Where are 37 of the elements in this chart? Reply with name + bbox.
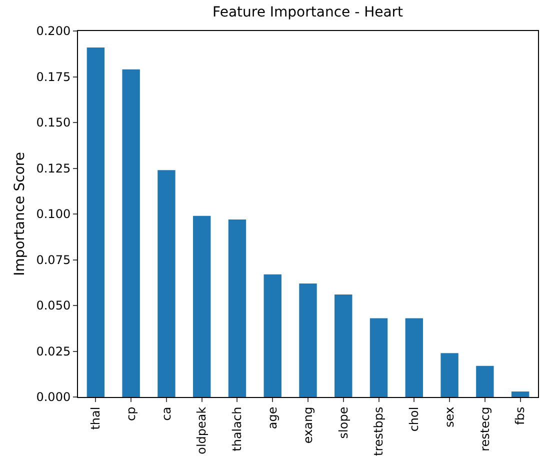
y-tick-label: 0.000 [36, 390, 71, 404]
y-tick-label: 0.125 [36, 161, 71, 176]
x-tick-label: exang [300, 406, 315, 444]
y-tick-label: 0.025 [36, 344, 71, 358]
x-tick-label: restecg [478, 406, 492, 452]
x-tick-label: trestbps [372, 406, 386, 456]
bar [228, 219, 246, 397]
bar [370, 318, 388, 397]
bar [440, 353, 458, 397]
x-tick-label: age [266, 406, 280, 430]
x-tick-label: ca [159, 406, 174, 421]
x-tick-label: thal [88, 406, 103, 430]
bar [511, 392, 530, 397]
y-tick-label: 0.175 [36, 70, 71, 84]
y-tick-label: 0.150 [36, 116, 71, 130]
y-tick-label: 0.050 [36, 298, 71, 313]
chart-title: Feature Importance - Heart [212, 4, 404, 21]
x-tick-label: cp [124, 406, 138, 422]
x-tick-label: thalach [230, 406, 244, 452]
y-tick-label: 0.075 [36, 252, 71, 267]
y-axis-title: Importance Score [12, 152, 28, 276]
x-tick-label: chol [407, 406, 422, 432]
y-tick-label: 0.100 [36, 207, 71, 222]
bar [476, 366, 494, 397]
bar [158, 170, 176, 397]
bar [334, 294, 352, 397]
bar [405, 318, 423, 397]
bar [264, 274, 282, 397]
bar [193, 216, 211, 397]
x-tick-label: oldpeak [194, 406, 209, 454]
bar [86, 47, 105, 397]
bar [122, 69, 140, 397]
bar [299, 284, 317, 397]
x-tick-label: sex [442, 406, 456, 428]
x-tick-label: fbs [513, 406, 528, 425]
y-tick-label: 0.200 [36, 24, 71, 38]
x-tick-label: slope [336, 406, 350, 439]
